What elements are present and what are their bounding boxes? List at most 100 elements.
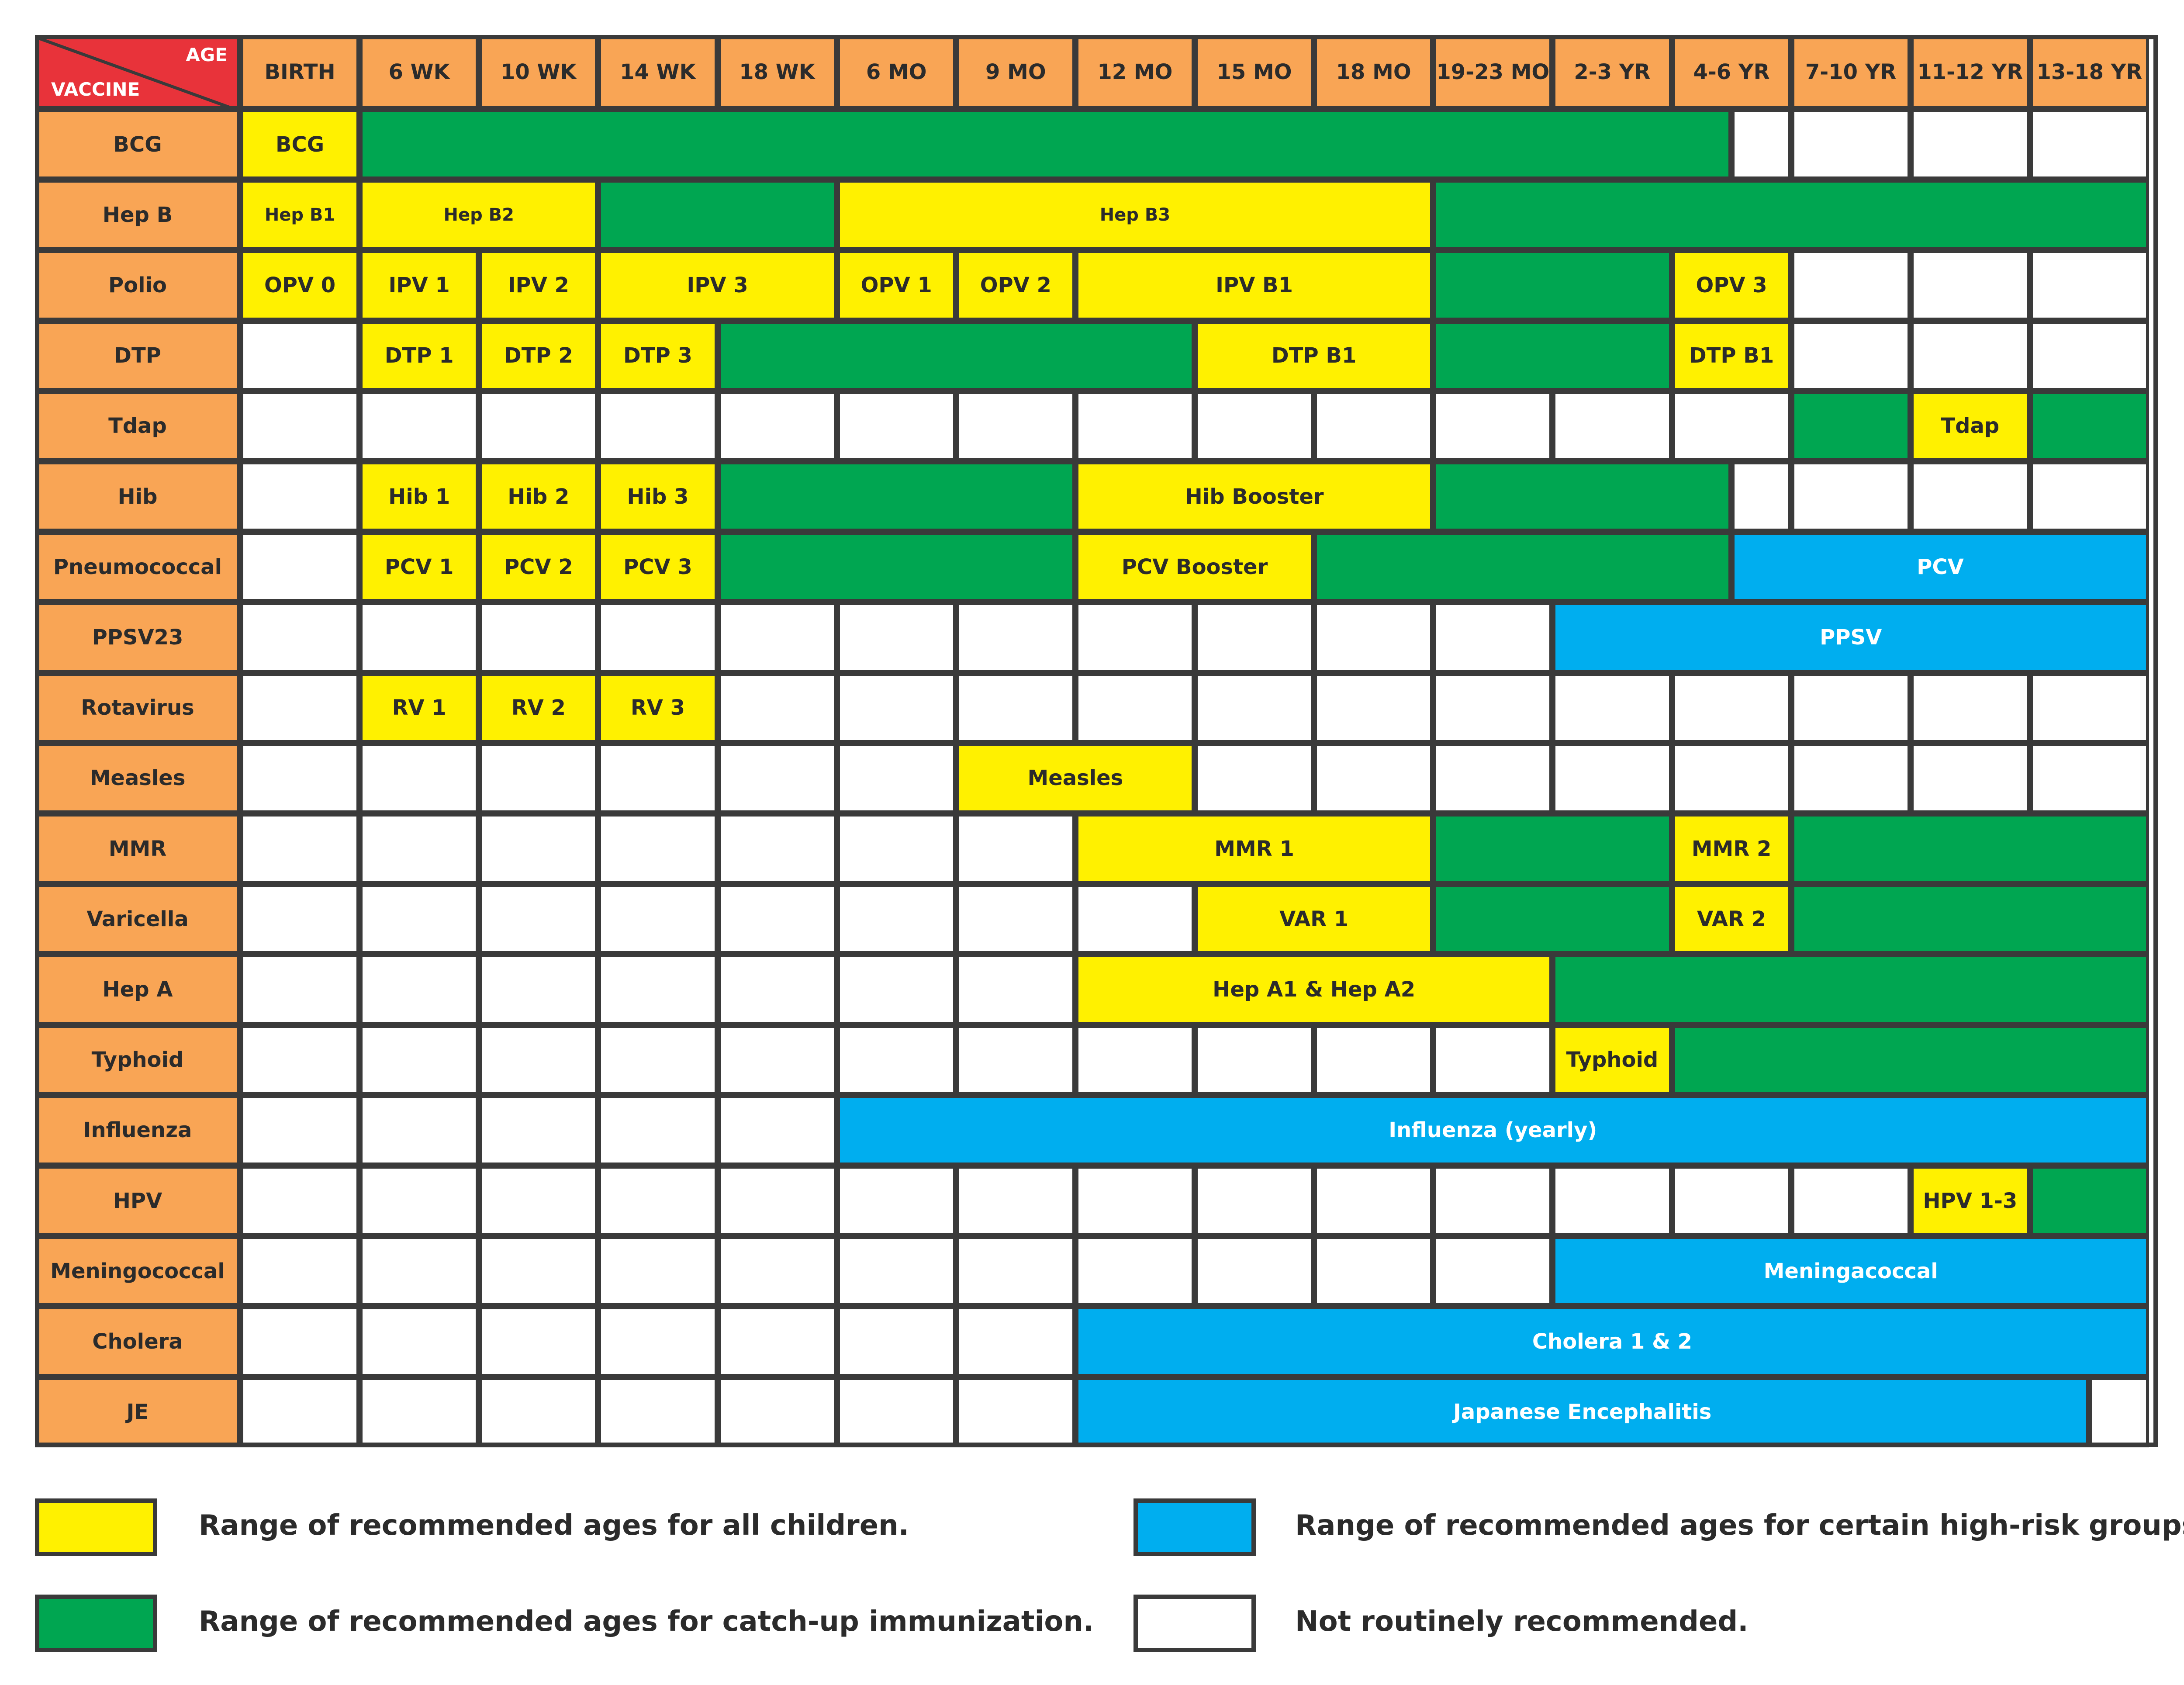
age-header-cell: 19-23 MO — [1433, 35, 1553, 109]
empty-cell — [240, 672, 360, 743]
empty-cell — [359, 1377, 479, 1447]
catch-up-cell — [2029, 391, 2149, 461]
empty-cell — [359, 1166, 479, 1236]
vaccine-label-cell: Hib — [35, 461, 240, 532]
vaccine-label-cell: PPSV23 — [35, 602, 240, 673]
dose-cell-recommended: Hep B2 — [359, 180, 598, 250]
empty-cell — [956, 1306, 1075, 1377]
dose-cell-recommended: Measles — [956, 743, 1195, 813]
dose-cell-recommended: Hep B3 — [836, 180, 1434, 250]
empty-cell — [1314, 1166, 1434, 1236]
empty-cell — [1552, 743, 1672, 813]
empty-cell — [956, 813, 1075, 884]
empty-cell — [1195, 391, 1314, 461]
empty-cell — [359, 1095, 479, 1166]
empty-cell — [1552, 391, 1672, 461]
legend-swatch-yellow — [35, 1498, 157, 1556]
empty-cell — [836, 813, 956, 884]
empty-cell — [717, 884, 837, 955]
dose-cell-recommended: RV 3 — [598, 672, 718, 743]
high-risk-cell: PPSV — [1552, 602, 2149, 673]
empty-cell — [1552, 1166, 1672, 1236]
empty-cell — [240, 1095, 360, 1166]
catch-up-cell — [1552, 954, 2149, 1025]
dose-cell-recommended: PCV 2 — [479, 532, 598, 602]
empty-cell — [717, 1166, 837, 1236]
catch-up-cell — [1791, 391, 1911, 461]
age-header-cell: 2-3 YR — [1552, 35, 1672, 109]
empty-cell — [598, 1166, 718, 1236]
empty-cell — [479, 602, 598, 673]
empty-cell — [598, 1377, 718, 1447]
empty-cell — [836, 602, 956, 673]
age-header-cell: 6 WK — [359, 35, 479, 109]
empty-cell — [1195, 1236, 1314, 1307]
empty-cell — [1314, 1024, 1434, 1095]
vaccine-label-cell: Polio — [35, 250, 240, 321]
dose-cell-recommended: PCV 1 — [359, 532, 479, 602]
dose-cell-recommended: Hep A1 & Hep A2 — [1075, 954, 1553, 1025]
empty-cell — [2029, 250, 2149, 321]
age-header-cell: 4-6 YR — [1672, 35, 1791, 109]
dose-cell-recommended: IPV 3 — [598, 250, 837, 321]
empty-cell — [240, 461, 360, 532]
empty-cell — [359, 391, 479, 461]
empty-cell — [1731, 461, 1791, 532]
empty-cell — [717, 954, 837, 1025]
dose-cell-recommended: DTP 3 — [598, 320, 718, 391]
vaccine-label-cell: Pneumococcal — [35, 532, 240, 602]
empty-cell — [359, 954, 479, 1025]
empty-cell — [717, 1306, 837, 1377]
empty-cell — [240, 391, 360, 461]
empty-cell — [717, 672, 837, 743]
age-header-cell: 9 MO — [956, 35, 1075, 109]
age-header-cell: 12 MO — [1075, 35, 1195, 109]
corner-header-cell: AGE VACCINE — [35, 35, 240, 109]
empty-cell — [1910, 320, 2030, 391]
dose-cell-recommended: Typhoid — [1552, 1024, 1672, 1095]
empty-cell — [2029, 109, 2149, 180]
empty-cell — [1075, 1236, 1195, 1307]
empty-cell — [240, 532, 360, 602]
empty-cell — [1910, 743, 2030, 813]
empty-cell — [240, 1377, 360, 1447]
legend-swatch-white — [1133, 1595, 1256, 1652]
dose-cell-recommended: Hib 1 — [359, 461, 479, 532]
empty-cell — [359, 1236, 479, 1307]
empty-cell — [717, 1024, 837, 1095]
empty-cell — [240, 743, 360, 813]
dose-cell-recommended: VAR 1 — [1195, 884, 1434, 955]
empty-cell — [836, 1377, 956, 1447]
dose-cell-recommended: DTP 2 — [479, 320, 598, 391]
vaccine-label-cell: Meningococcal — [35, 1236, 240, 1307]
empty-cell — [240, 813, 360, 884]
empty-cell — [956, 954, 1075, 1025]
dose-cell-recommended: BCG — [240, 109, 360, 180]
empty-cell — [598, 391, 718, 461]
empty-cell — [359, 1306, 479, 1377]
age-header-cell: 6 MO — [836, 35, 956, 109]
empty-cell — [479, 954, 598, 1025]
empty-cell — [1791, 1166, 1911, 1236]
dose-cell-recommended: IPV B1 — [1075, 250, 1434, 321]
empty-cell — [1314, 602, 1434, 673]
age-header-cell: 18 MO — [1314, 35, 1434, 109]
vaccine-label-cell: BCG — [35, 109, 240, 180]
empty-cell — [717, 391, 837, 461]
legend-swatch-blue — [1133, 1498, 1256, 1556]
empty-cell — [240, 884, 360, 955]
empty-cell — [1910, 109, 2030, 180]
catch-up-cell — [717, 532, 1075, 602]
age-header-cell: 18 WK — [717, 35, 837, 109]
age-header-cell: 10 WK — [479, 35, 598, 109]
empty-cell — [479, 1306, 598, 1377]
empty-cell — [598, 884, 718, 955]
catch-up-cell — [1433, 884, 1672, 955]
dose-cell-recommended: PCV Booster — [1075, 532, 1314, 602]
vaccine-label-cell: Measles — [35, 743, 240, 813]
empty-cell — [1672, 1166, 1791, 1236]
empty-cell — [1433, 391, 1553, 461]
empty-cell — [479, 1166, 598, 1236]
empty-cell — [956, 1236, 1075, 1307]
empty-cell — [1433, 672, 1553, 743]
